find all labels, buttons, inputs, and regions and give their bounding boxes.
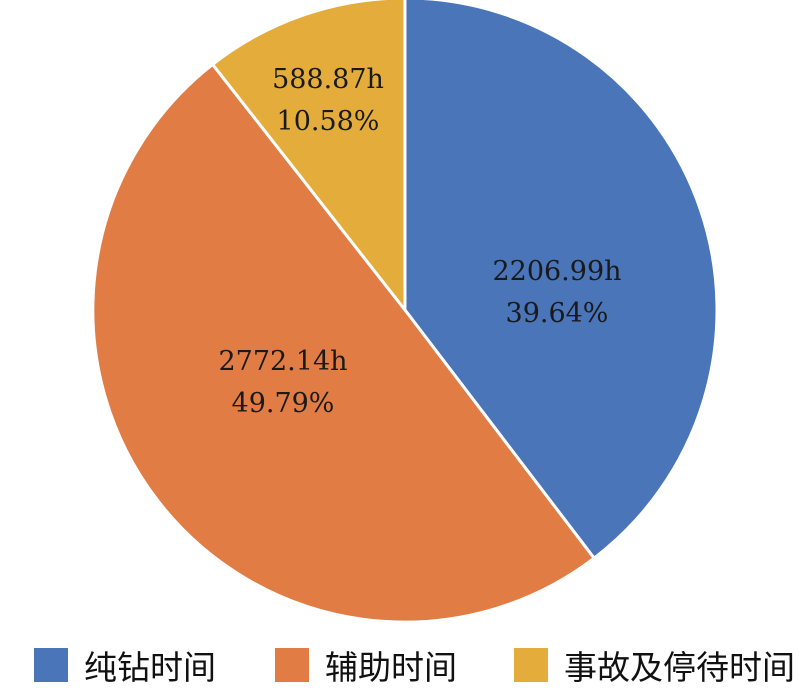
legend-item-accident-and-waiting: 事故及停待时间 bbox=[514, 640, 795, 690]
legend-item-auxiliary: 辅助时间 bbox=[275, 640, 457, 690]
data-label-accident-and-waiting: 588.87h 10.58% bbox=[272, 64, 384, 137]
legend-swatch-auxiliary bbox=[275, 648, 309, 682]
data-label-pure-drilling: 2206.99h 39.64% bbox=[492, 256, 621, 329]
legend-label-accident-and-waiting: 事故及停待时间 bbox=[564, 648, 795, 687]
data-label-value: 2206.99h bbox=[492, 256, 621, 287]
data-label-percent: 39.64% bbox=[506, 298, 609, 329]
legend-label-pure-drilling: 纯钻时间 bbox=[84, 648, 216, 687]
legend-item-pure-drilling: 纯钻时间 bbox=[34, 640, 216, 690]
pie-slice-auxiliary bbox=[91, 62, 597, 624]
data-label-percent: 49.79% bbox=[232, 388, 335, 419]
data-label-auxiliary: 2772.14h 49.79% bbox=[218, 346, 347, 419]
legend-label-auxiliary: 辅助时间 bbox=[325, 648, 457, 687]
data-label-percent: 10.58% bbox=[277, 106, 380, 137]
pie-slice-accident-and-waiting bbox=[210, 0, 407, 315]
pie-chart: 2206.99h 39.64% 2772.14h 49.79% 588.87h 10.58… bbox=[91, 0, 719, 624]
data-label-value: 588.87h bbox=[272, 64, 384, 95]
pie-slice-pure-drilling bbox=[403, 0, 719, 561]
data-label-value: 2772.14h bbox=[218, 346, 347, 377]
legend-swatch-accident-and-waiting bbox=[514, 648, 548, 682]
pie-slices bbox=[91, 0, 719, 624]
legend: 纯钻时间 辅助时间 事故及停待时间 bbox=[0, 640, 805, 690]
legend-swatch-pure-drilling bbox=[34, 648, 68, 682]
pie-data-labels: 2206.99h 39.64% 2772.14h 49.79% 588.87h 10.58… bbox=[218, 64, 621, 419]
